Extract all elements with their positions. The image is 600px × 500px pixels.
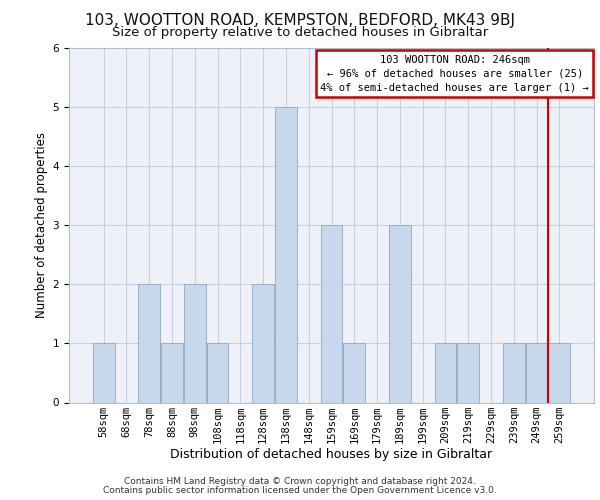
Y-axis label: Number of detached properties: Number of detached properties [35,132,49,318]
Bar [207,344,229,402]
Bar [161,344,183,402]
Bar [253,284,274,403]
Bar [548,344,570,402]
Bar [434,344,456,402]
Bar [526,344,547,402]
Bar [320,225,343,402]
Bar [184,284,206,403]
Bar [389,225,410,402]
Bar [93,344,115,402]
Text: Size of property relative to detached houses in Gibraltar: Size of property relative to detached ho… [112,26,488,39]
Bar [457,344,479,402]
Bar [343,344,365,402]
Text: 103 WOOTTON ROAD: 246sqm
← 96% of detached houses are smaller (25)
4% of semi-de: 103 WOOTTON ROAD: 246sqm ← 96% of detach… [320,54,589,92]
Bar [503,344,524,402]
Bar [139,284,160,403]
Bar [275,106,297,403]
Text: 103, WOOTTON ROAD, KEMPSTON, BEDFORD, MK43 9BJ: 103, WOOTTON ROAD, KEMPSTON, BEDFORD, MK… [85,12,515,28]
X-axis label: Distribution of detached houses by size in Gibraltar: Distribution of detached houses by size … [170,448,493,462]
Text: Contains HM Land Registry data © Crown copyright and database right 2024.: Contains HM Land Registry data © Crown c… [124,477,476,486]
Text: Contains public sector information licensed under the Open Government Licence v3: Contains public sector information licen… [103,486,497,495]
